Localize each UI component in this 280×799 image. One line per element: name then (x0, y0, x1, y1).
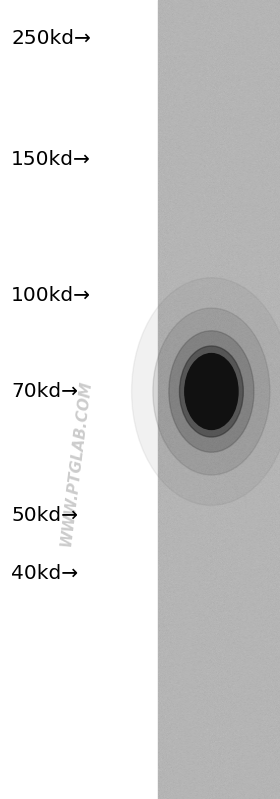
Ellipse shape (179, 346, 243, 437)
Text: 150kd→: 150kd→ (11, 150, 91, 169)
Text: 100kd→: 100kd→ (11, 286, 91, 305)
Ellipse shape (153, 308, 270, 475)
Text: 250kd→: 250kd→ (11, 29, 91, 48)
Text: 40kd→: 40kd→ (11, 564, 78, 583)
Ellipse shape (185, 353, 238, 430)
Text: WWW.PTGLAB.COM: WWW.PTGLAB.COM (58, 380, 94, 547)
Text: 50kd→: 50kd→ (11, 506, 78, 525)
Ellipse shape (169, 331, 254, 452)
Bar (158, 0, 280, 799)
Bar (0, 0, 158, 799)
Ellipse shape (132, 277, 280, 506)
Text: 70kd→: 70kd→ (11, 382, 78, 401)
